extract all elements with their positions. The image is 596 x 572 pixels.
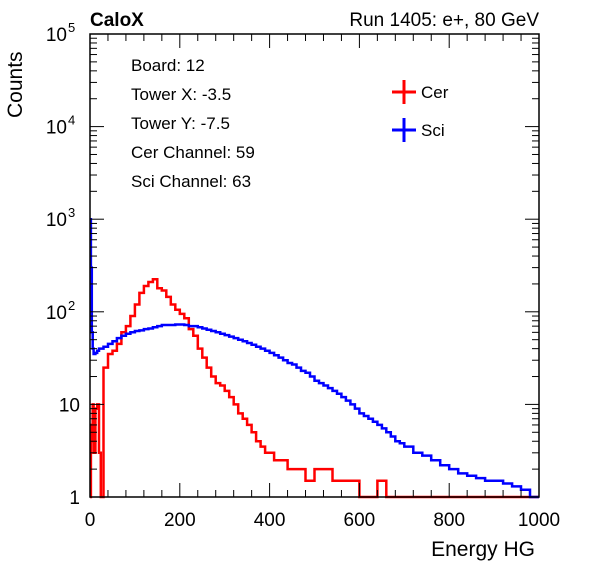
info-box: Board: 12 Tower X: -3.5 Tower Y: -7.5 Ce… (131, 56, 255, 191)
y-tick-label: 1 (69, 488, 80, 509)
y-tick-exponent: 2 (68, 298, 75, 313)
y-axis-label: Counts (4, 51, 27, 118)
x-tick-label: 600 (344, 510, 376, 531)
y-tick-exponent: 4 (68, 113, 75, 128)
y-tick-exponent: 5 (68, 20, 75, 35)
x-tick-label: 200 (164, 510, 196, 531)
legend-label-sci: Sci (421, 121, 445, 140)
y-tick-label: 10 (46, 118, 67, 139)
series-layer (89, 217, 539, 499)
y-tick-label: 10 (59, 395, 80, 416)
x-tick-label: 800 (433, 510, 465, 531)
series-cer-line (89, 277, 539, 499)
info-board: Board: 12 (131, 56, 205, 75)
y-tick-label: 10 (46, 25, 67, 46)
y-tick-label: 10 (46, 210, 67, 231)
series-sci-line (89, 217, 539, 499)
info-cer-channel: Cer Channel: 59 (131, 143, 255, 162)
info-tower-y: Tower Y: -7.5 (131, 114, 230, 133)
legend-label-cer: Cer (421, 83, 449, 102)
legend: Cer Sci (392, 80, 449, 142)
y-tick-label: 10 (46, 303, 67, 324)
x-tick-label: 0 (85, 510, 96, 531)
x-tick-label: 1000 (518, 510, 560, 531)
info-sci-channel: Sci Channel: 63 (131, 172, 251, 191)
info-tower-x: Tower X: -3.5 (131, 85, 231, 104)
x-tick-label: 400 (254, 510, 286, 531)
y-tick-exponent: 3 (68, 205, 75, 220)
header-left-title: CaloX (90, 10, 144, 31)
x-axis-label: Energy HG (431, 538, 535, 561)
header-right-title: Run 1405: e+, 80 GeV (349, 10, 539, 31)
plot-frame (89, 33, 540, 498)
